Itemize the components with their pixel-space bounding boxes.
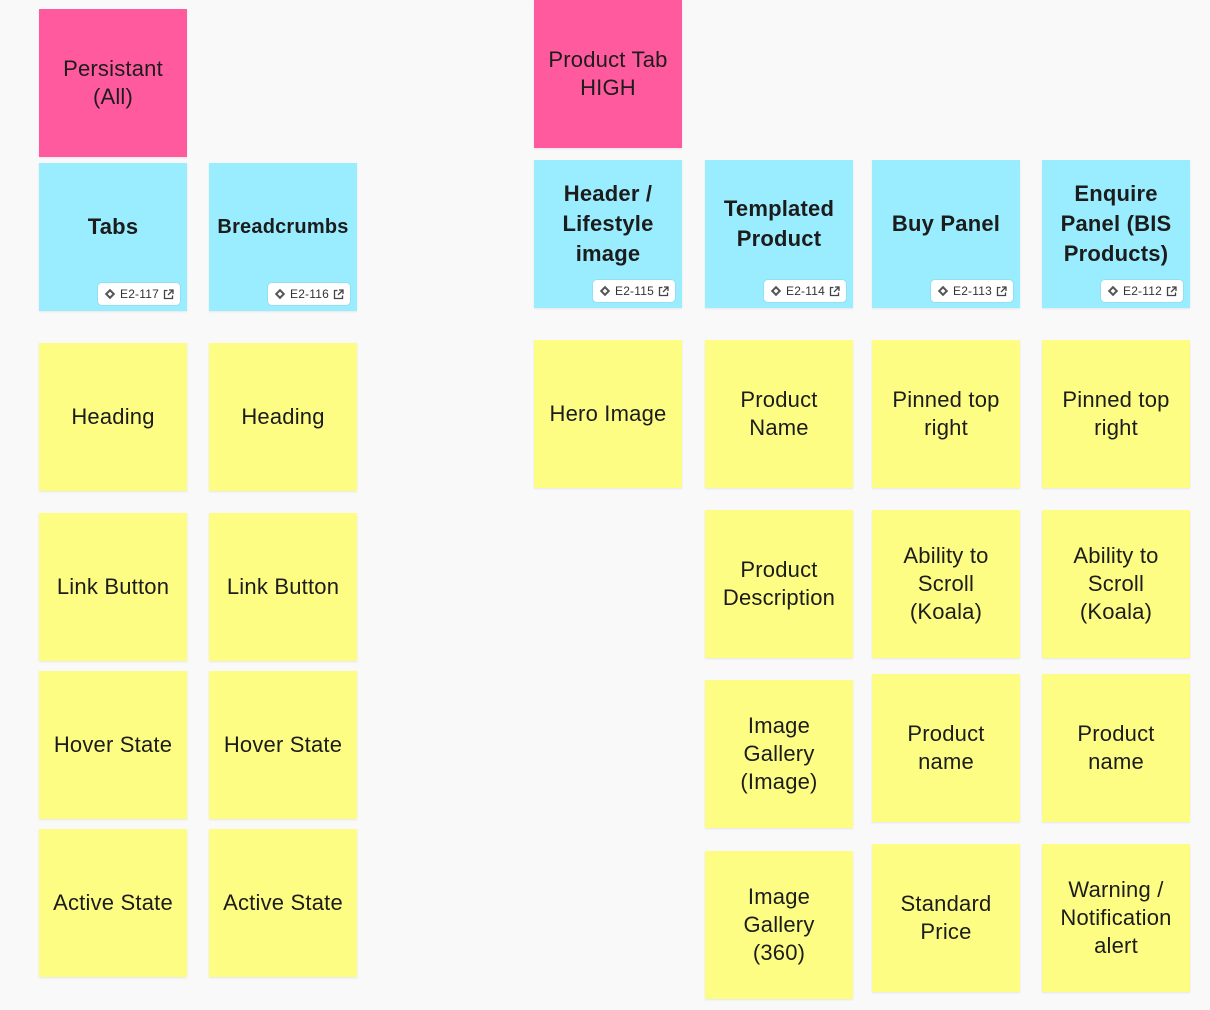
sticky-text: Standard Price [900, 891, 992, 944]
sticky-text: Product name [1077, 721, 1155, 774]
sticky-enquire-warning-alert[interactable]: Warning / Notification alert [1042, 844, 1190, 992]
epic-title: Header / Lifestyle image [562, 181, 654, 266]
external-link-icon [829, 285, 840, 296]
sticky-text: Product name [907, 721, 985, 774]
sticky-breadcrumbs-hover-state[interactable]: Hover State [209, 671, 357, 819]
sticky-breadcrumbs-heading[interactable]: Heading [209, 343, 357, 491]
jira-link-chip[interactable]: E2-114 [763, 280, 846, 302]
sticky-text: Warning / Notification alert [1060, 877, 1172, 958]
sticky-text: Image Gallery (Image) [740, 713, 818, 794]
external-link-icon [658, 285, 669, 296]
sticky-text: Hover State [223, 732, 343, 757]
epic-title: Tabs [87, 214, 139, 239]
issue-key: E2-116 [289, 287, 329, 301]
sticky-breadcrumbs-active-state[interactable]: Active State [209, 829, 357, 977]
epic-card-breadcrumbs[interactable]: Breadcrumbs E2-116 [209, 163, 357, 311]
sticky-text: Active State [53, 890, 173, 915]
epic-card-enquire-panel[interactable]: Enquire Panel (BIS Products) E2-112 [1042, 160, 1190, 308]
jira-link-chip[interactable]: E2-113 [930, 280, 1013, 302]
external-link-icon [163, 288, 174, 299]
epic-title: Breadcrumbs [217, 216, 349, 238]
sticky-text: Active State [223, 890, 343, 915]
sticky-enquire-ability-to-scroll[interactable]: Ability to Scroll (Koala) [1042, 510, 1190, 658]
sticky-text: Heading [241, 404, 325, 429]
sticky-buy-ability-to-scroll[interactable]: Ability to Scroll (Koala) [872, 510, 1020, 658]
epic-card-tabs[interactable]: Tabs E2-117 [39, 163, 187, 311]
external-link-icon [996, 285, 1007, 296]
issue-key: E2-114 [785, 284, 825, 298]
sticky-image-gallery-360[interactable]: Image Gallery (360) [705, 851, 853, 999]
epic-title: Templated Product [723, 196, 835, 251]
external-link-icon [333, 288, 344, 299]
sticky-text: Ability to Scroll (Koala) [1073, 543, 1159, 624]
epic-title: Buy Panel [891, 211, 1001, 236]
sticky-text: Persistant (All) [63, 56, 163, 109]
sticky-text: Product Tab HIGH [548, 47, 668, 100]
sticky-buy-pinned-top-right[interactable]: Pinned top right [872, 340, 1020, 488]
jira-issue-icon [274, 288, 286, 300]
sticky-text: Heading [71, 404, 155, 429]
epic-title: Enquire Panel (BIS Products) [1060, 181, 1172, 266]
issue-key: E2-115 [614, 284, 654, 298]
epic-card-templated-product[interactable]: Templated Product E2-114 [705, 160, 853, 308]
sticky-persistant-header[interactable]: Persistant (All) [39, 9, 187, 157]
sticky-text: Link Button [226, 574, 340, 599]
sticky-tabs-hover-state[interactable]: Hover State [39, 671, 187, 819]
sticky-tabs-active-state[interactable]: Active State [39, 829, 187, 977]
sticky-image-gallery-image[interactable]: Image Gallery (Image) [705, 680, 853, 828]
jira-issue-icon [1107, 285, 1119, 297]
external-link-icon [1166, 285, 1177, 296]
sticky-tabs-heading[interactable]: Heading [39, 343, 187, 491]
sticky-text: Ability to Scroll (Koala) [903, 543, 989, 624]
jira-link-chip[interactable]: E2-112 [1100, 280, 1183, 302]
sticky-hero-image[interactable]: Hero Image [534, 340, 682, 488]
sticky-text: Product Name [740, 387, 818, 440]
jira-issue-icon [104, 288, 116, 300]
sticky-text: Hover State [53, 732, 173, 757]
jira-issue-icon [599, 285, 611, 297]
sticky-enquire-product-name[interactable]: Product name [1042, 674, 1190, 822]
issue-key: E2-117 [119, 287, 159, 301]
jira-issue-icon [770, 285, 782, 297]
sticky-breadcrumbs-link-button[interactable]: Link Button [209, 513, 357, 661]
sticky-text: Pinned top right [1062, 387, 1170, 440]
jira-link-chip[interactable]: E2-115 [592, 280, 675, 302]
sticky-text: Image Gallery (360) [743, 884, 815, 965]
issue-key: E2-112 [1122, 284, 1162, 298]
sticky-text: Hero Image [549, 401, 667, 426]
jira-link-chip[interactable]: E2-116 [267, 283, 350, 305]
sticky-product-tab-header[interactable]: Product Tab HIGH [534, 0, 682, 148]
sticky-buy-product-name[interactable]: Product name [872, 674, 1020, 822]
sticky-product-description[interactable]: Product Description [705, 510, 853, 658]
sticky-enquire-pinned-top-right[interactable]: Pinned top right [1042, 340, 1190, 488]
jira-issue-icon [937, 285, 949, 297]
jira-link-chip[interactable]: E2-117 [97, 283, 180, 305]
epic-card-buy-panel[interactable]: Buy Panel E2-113 [872, 160, 1020, 308]
epic-card-header-lifestyle[interactable]: Header / Lifestyle image E2-115 [534, 160, 682, 308]
issue-key: E2-113 [952, 284, 992, 298]
sticky-tabs-link-button[interactable]: Link Button [39, 513, 187, 661]
sticky-text: Product Description [722, 557, 836, 610]
sticky-buy-standard-price[interactable]: Standard Price [872, 844, 1020, 992]
sticky-product-name[interactable]: Product Name [705, 340, 853, 488]
sticky-text: Pinned top right [892, 387, 1000, 440]
sticky-text: Link Button [56, 574, 170, 599]
